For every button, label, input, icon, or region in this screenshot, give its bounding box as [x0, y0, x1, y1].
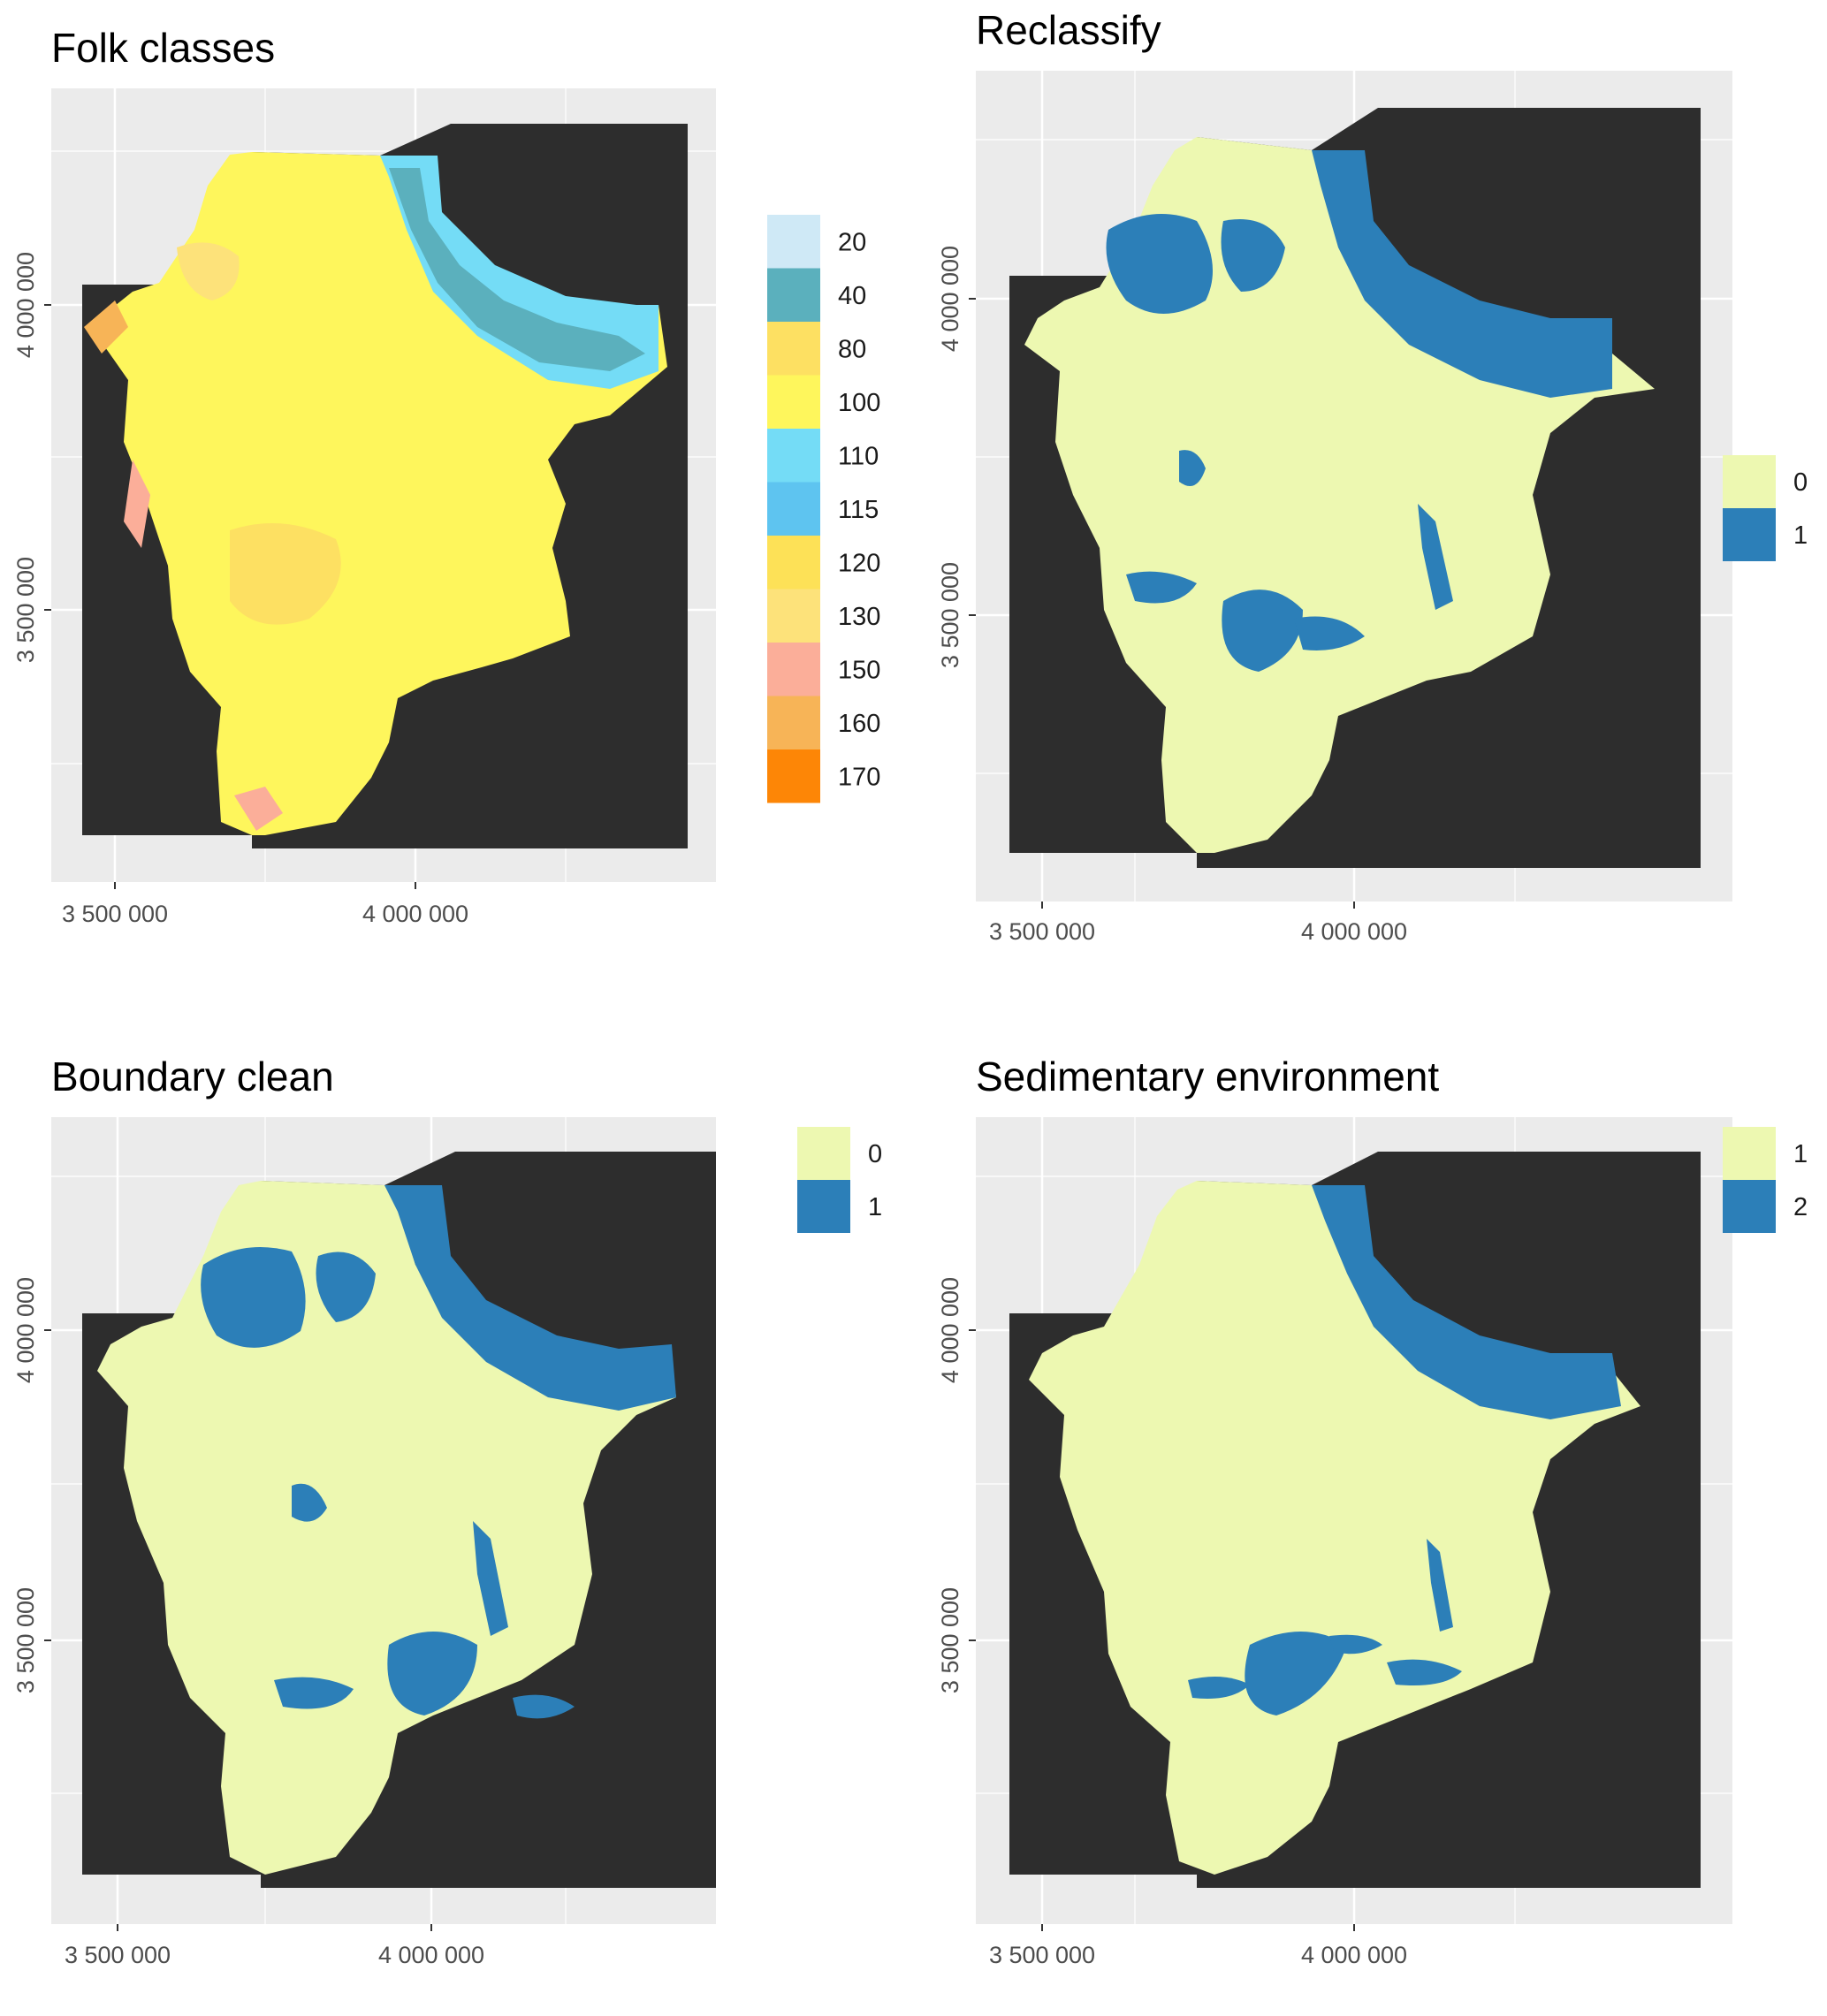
x-tick-label: 4 000 000	[1301, 918, 1407, 945]
legend-label: 115	[838, 496, 879, 524]
legend-swatch	[1723, 1180, 1776, 1233]
legend-label: 0	[1793, 468, 1808, 497]
legend-swatch	[1723, 508, 1776, 561]
legend: 01	[797, 1127, 882, 1233]
class-2-region	[1312, 1185, 1621, 1419]
sea-area	[1029, 1181, 1640, 1875]
legend-swatch	[1723, 455, 1776, 508]
x-tick-label: 4 000 000	[1301, 1942, 1407, 1968]
plot-area	[976, 71, 1732, 901]
y-tick-label: 3 500 000	[937, 562, 963, 668]
x-tick-label: 3 500 000	[989, 918, 1095, 945]
map-panel-folk-classes: Folk classes 4 000	[0, 0, 913, 1008]
legend-label: 110	[838, 442, 879, 470]
map-panel-reclassify: Reclassify 4 000 000	[914, 0, 1827, 1008]
legend-label: 100	[838, 389, 880, 417]
legend-swatch	[1723, 1127, 1776, 1180]
x-axis: 3 500 000 4 000 000	[65, 1924, 484, 1968]
y-tick-label: 4 000 000	[12, 252, 39, 358]
legend-swatch	[767, 643, 820, 696]
x-tick-label: 3 500 000	[62, 901, 168, 927]
plot-area	[51, 1117, 716, 1924]
legend-swatch	[767, 429, 820, 483]
plot-area	[976, 1117, 1732, 1924]
legend-label: 40	[838, 282, 866, 310]
class-1-region	[384, 1185, 676, 1411]
legend-swatch	[767, 536, 820, 590]
x-tick-label: 4 000 000	[378, 1942, 484, 1968]
legend-label: 170	[838, 763, 880, 791]
y-tick-label: 3 500 000	[12, 557, 39, 663]
panel-title: Folk classes	[51, 25, 275, 71]
x-tick-label: 3 500 000	[65, 1942, 171, 1968]
panel-title: Sedimentary environment	[976, 1054, 1439, 1099]
y-tick-label: 3 500 000	[12, 1587, 39, 1693]
legend-label: 1	[1793, 521, 1808, 550]
sea-area	[1024, 137, 1655, 853]
legend-swatch	[767, 375, 820, 429]
x-tick-label: 3 500 000	[989, 1942, 1095, 1968]
legend-swatch	[797, 1180, 850, 1233]
y-tick-label: 4 000 000	[937, 246, 963, 352]
map-panel-sedimentary-environment: Sedimentary environment 4 000 000	[914, 1008, 1827, 2016]
y-axis: 4 000 000 3 500 000	[937, 1277, 976, 1693]
class-1-region	[1312, 150, 1612, 398]
plot-area	[51, 88, 716, 882]
map-panel-boundary-clean: Boundary clean 4 000 000	[0, 1008, 913, 2016]
x-axis: 3 500 000 4 000 000	[62, 882, 468, 927]
panel-title: Reclassify	[976, 7, 1161, 53]
legend-label: 160	[838, 710, 880, 738]
legend-label: 120	[838, 549, 880, 577]
legend-swatch	[767, 322, 820, 376]
y-tick-label: 3 500 000	[937, 1587, 963, 1693]
y-axis: 4 000 000 3 500 000	[12, 252, 51, 663]
legend: 20 40 80 100 110 115 120 130 150 160 170	[767, 215, 880, 803]
legend-swatch	[797, 1127, 850, 1180]
y-axis: 4 000 000 3 500 000	[937, 246, 976, 668]
legend-swatch	[767, 696, 820, 749]
legend: 12	[1723, 1127, 1808, 1233]
legend-label: 1	[868, 1193, 882, 1221]
legend-label: 80	[838, 335, 866, 363]
legend-label: 130	[838, 603, 880, 631]
y-tick-label: 4 000 000	[937, 1277, 963, 1383]
legend-label: 1	[1793, 1140, 1808, 1168]
x-axis: 3 500 000 4 000 000	[989, 901, 1407, 945]
legend-swatch	[767, 268, 820, 322]
legend-swatch	[767, 215, 820, 269]
x-tick-label: 4 000 000	[362, 901, 468, 927]
y-axis: 4 000 000 3 500 000	[12, 1277, 51, 1693]
y-tick-label: 4 000 000	[12, 1277, 39, 1383]
legend-label: 2	[1793, 1193, 1808, 1221]
x-axis: 3 500 000 4 000 000	[989, 1924, 1407, 1968]
legend-label: 20	[838, 228, 866, 256]
panel-title: Boundary clean	[51, 1054, 334, 1099]
legend-swatch	[767, 749, 820, 803]
legend: 01	[1723, 455, 1808, 561]
legend-swatch	[767, 589, 820, 643]
legend-swatch	[767, 482, 820, 536]
sea-area	[97, 152, 667, 835]
legend-label: 0	[868, 1140, 882, 1168]
legend-label: 150	[838, 656, 880, 684]
